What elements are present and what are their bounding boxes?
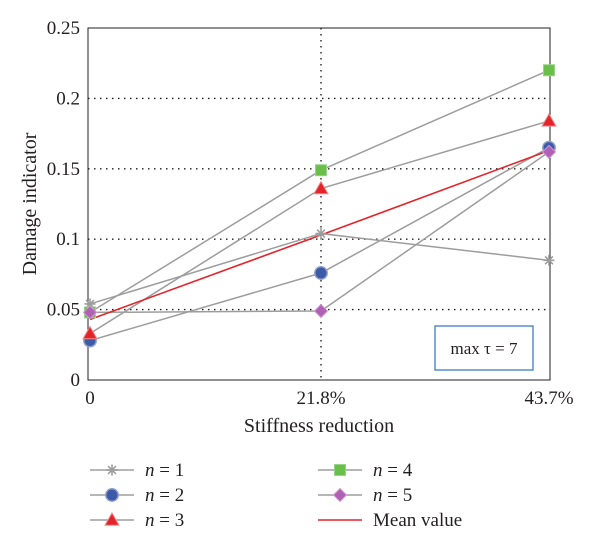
legend-swatch-marker — [104, 511, 120, 526]
legend-item: n = 5 — [318, 485, 412, 506]
series-lines — [89, 69, 550, 342]
legend-label: n = 3 — [145, 510, 184, 531]
legend-label: n = 1 — [145, 460, 184, 481]
legend-item: n = 1 — [90, 460, 184, 481]
legend-item: n = 3 — [90, 510, 184, 531]
grid-lines — [88, 28, 550, 380]
data-point-n-3 — [541, 112, 557, 127]
legend-label: n = 5 — [373, 485, 412, 506]
legend-label: n = 2 — [145, 485, 184, 506]
data-point-n-5 — [82, 305, 98, 320]
y-tick-label: 0.05 — [47, 300, 80, 321]
x-tick-labels: 0 21.8% 43.7% — [85, 388, 573, 409]
legend-swatch-marker — [106, 464, 118, 476]
data-point-n-5 — [541, 144, 557, 160]
data-point-n-1 — [543, 254, 555, 266]
series-markers — [82, 64, 557, 348]
y-axis-title: Damage indicator — [19, 132, 41, 275]
legend-swatch-marker — [105, 488, 119, 502]
legend-label: Mean value — [373, 510, 462, 531]
data-point-n-2 — [314, 266, 328, 280]
y-tick-labels: 0 0.05 0.1 0.15 0.2 0.25 — [47, 18, 80, 391]
legend: n = 1 n = 2 n = 3 n = 4 n = 5 Mean value — [90, 460, 462, 531]
y-tick-label: 0.25 — [47, 18, 80, 39]
legend-item: Mean value — [318, 510, 462, 531]
x-tick-label: 43.7% — [524, 388, 573, 409]
x-tick-label: 21.8% — [296, 388, 345, 409]
legend-item: n = 2 — [90, 485, 184, 506]
data-point-n-5 — [313, 303, 329, 319]
legend-item: n = 4 — [318, 460, 413, 481]
y-tick-label: 0.1 — [56, 229, 80, 250]
y-tick-label: 0 — [71, 370, 81, 391]
x-axis-title: Stiffness reduction — [244, 415, 394, 437]
data-point-n-1 — [315, 228, 327, 240]
y-tick-label: 0.2 — [56, 88, 80, 109]
plot-frame — [87, 27, 551, 381]
data-point-n-4 — [543, 64, 555, 77]
annotation-text: max τ = 7 — [451, 339, 518, 358]
x-tick-label: 0 — [85, 388, 95, 409]
data-point-n-3 — [313, 180, 329, 195]
data-point-n-4 — [315, 164, 327, 177]
legend-swatch-marker — [334, 464, 346, 476]
legend-swatch-marker — [332, 487, 348, 503]
series-line-n-3 — [89, 120, 550, 335]
legend-label: n = 4 — [373, 460, 413, 481]
data-point-n-3 — [82, 325, 98, 340]
y-tick-label: 0.15 — [47, 159, 80, 180]
annotation-box: max τ = 7 — [434, 325, 534, 371]
